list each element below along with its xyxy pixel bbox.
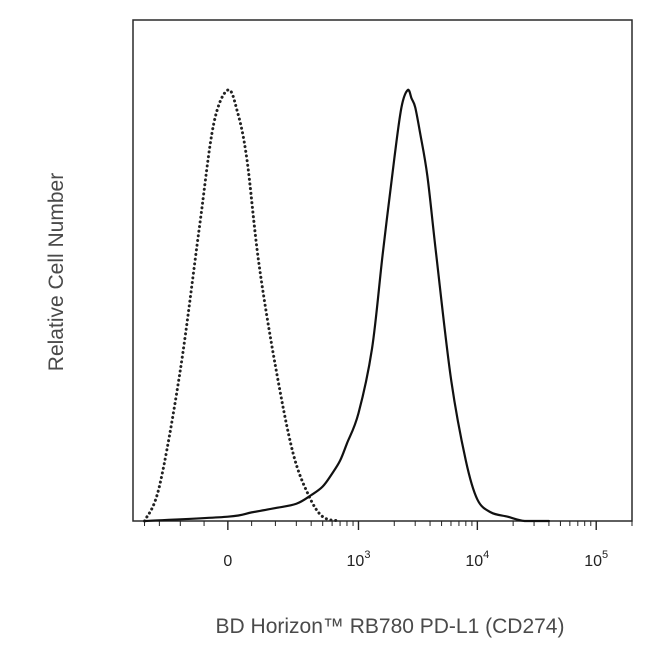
series-layer (143, 88, 551, 523)
x-tick-label: 103 (347, 549, 371, 570)
x-tick-label: 104 (465, 549, 489, 570)
x-tick-label: 105 (584, 549, 608, 570)
plot-area (132, 19, 633, 522)
stained-histogram (143, 88, 551, 523)
x-axis-label: BD Horizon™ RB780 PD-L1 (CD274) (216, 615, 565, 638)
x-axis-ticks (144, 521, 633, 530)
x-tick-label: 0 (223, 553, 232, 570)
isotype-control-histogram (143, 88, 342, 523)
x-axis-tick-labels: 0 103 104 105 (223, 549, 608, 570)
y-axis-label: Relative Cell Number (45, 173, 68, 371)
